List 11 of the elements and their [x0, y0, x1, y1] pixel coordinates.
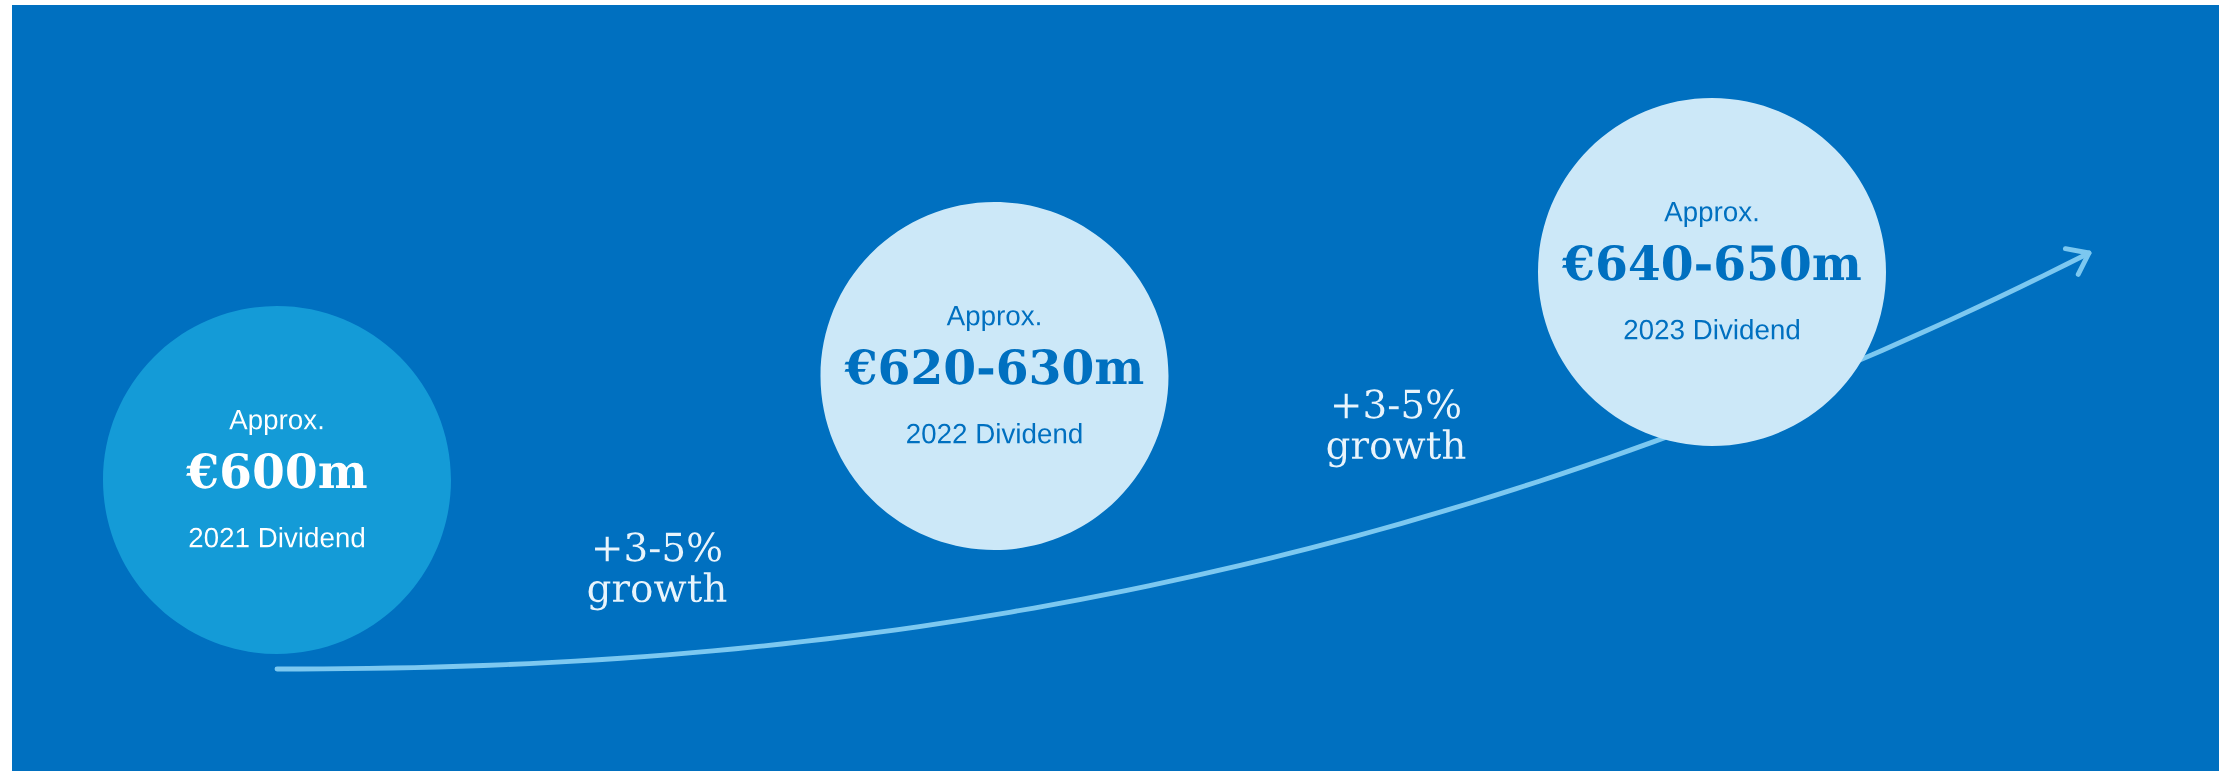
text: +3-5% growth [1327, 389, 1466, 468]
text: Approx. [946, 306, 1040, 331]
text: +3-5% growth [588, 532, 727, 611]
text: Approx. [229, 410, 323, 435]
category-label: 2021 Dividend [189, 527, 365, 548]
data-label: €640-650m [1562, 244, 1861, 281]
data-label: €600m [186, 452, 367, 489]
category-label: 2022 Dividend [907, 423, 1082, 444]
category-label: 2023 Dividend [1624, 319, 1800, 340]
text: Approx. [1664, 202, 1758, 227]
data-label: €620-630m [844, 348, 1144, 385]
